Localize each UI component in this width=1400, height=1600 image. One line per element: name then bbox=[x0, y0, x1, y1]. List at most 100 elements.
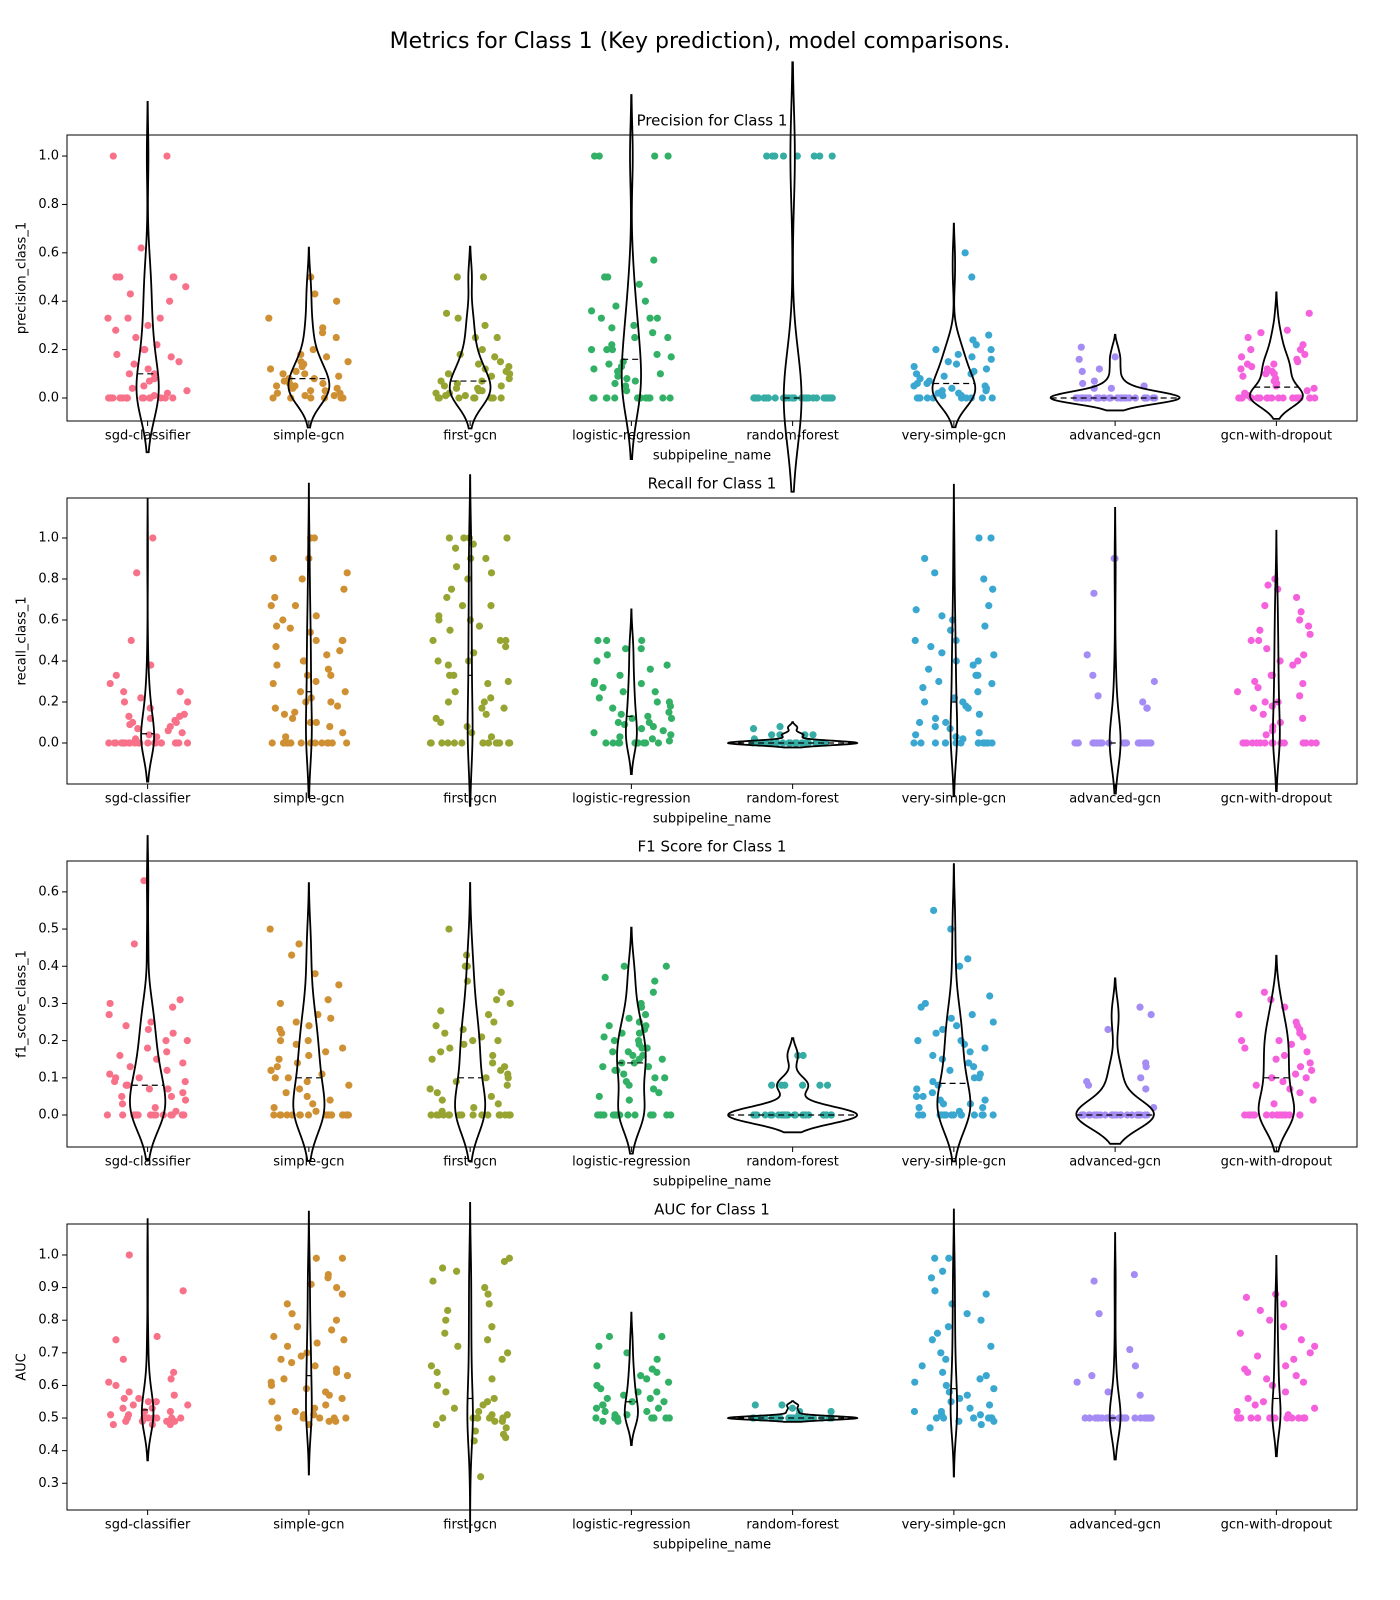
strip-point bbox=[313, 1339, 321, 1347]
strip-point bbox=[989, 1018, 997, 1026]
strip-point bbox=[484, 739, 493, 747]
strip-point bbox=[593, 657, 601, 665]
strip-point bbox=[658, 1332, 666, 1341]
strip-point bbox=[322, 1048, 330, 1056]
x-tick-label: advanced-gcn bbox=[1069, 1155, 1161, 1170]
strip-point bbox=[135, 1074, 143, 1082]
strip-point bbox=[152, 1398, 160, 1406]
strip-point bbox=[630, 321, 638, 330]
strip-point bbox=[957, 1111, 966, 1119]
strip-point bbox=[963, 1391, 971, 1399]
strip-point bbox=[450, 671, 458, 679]
strip-point bbox=[643, 1407, 651, 1416]
strip-point bbox=[1296, 1063, 1305, 1071]
strip-point bbox=[1075, 355, 1083, 363]
strip-point bbox=[969, 1414, 978, 1422]
strip-point bbox=[1297, 1336, 1305, 1344]
strip-point bbox=[651, 152, 659, 160]
x-tick-label: sgd-classifier bbox=[105, 792, 191, 807]
strip-point bbox=[323, 651, 331, 659]
strip-point bbox=[622, 645, 630, 653]
strip-point bbox=[273, 1063, 281, 1071]
strip-point bbox=[504, 677, 512, 686]
strip-point bbox=[452, 563, 461, 571]
strip-point bbox=[460, 1040, 468, 1048]
strip-point bbox=[119, 1355, 127, 1363]
strip-point bbox=[489, 1051, 497, 1060]
strip-point bbox=[288, 714, 297, 722]
strip-point bbox=[823, 1081, 832, 1089]
strip-point bbox=[658, 1055, 666, 1063]
strip-point bbox=[609, 739, 617, 747]
y-tick-label: 0.5 bbox=[38, 1411, 59, 1426]
strip-point bbox=[502, 636, 510, 645]
strip-point bbox=[1289, 661, 1297, 669]
strip-point bbox=[1241, 1044, 1249, 1052]
strip-point bbox=[130, 940, 138, 948]
strip-point bbox=[1296, 1089, 1304, 1097]
strip-point bbox=[974, 671, 982, 679]
strip-point bbox=[291, 602, 300, 610]
strip-point bbox=[169, 1003, 177, 1011]
strip-point bbox=[273, 661, 281, 669]
strip-point bbox=[454, 1342, 462, 1350]
strip-point bbox=[505, 375, 513, 383]
strip-point bbox=[312, 718, 320, 727]
strip-point bbox=[931, 722, 939, 731]
x-tick-label: sgd-classifier bbox=[105, 429, 191, 444]
strip-point bbox=[1078, 367, 1086, 375]
strip-point bbox=[144, 739, 152, 747]
strip-point bbox=[494, 1100, 502, 1108]
y-tick-label: 0.6 bbox=[38, 884, 59, 899]
strip-point bbox=[637, 645, 645, 653]
strip-point bbox=[1094, 692, 1102, 700]
strip-point bbox=[828, 394, 836, 402]
strip-point bbox=[106, 999, 114, 1008]
strip-point bbox=[1311, 1342, 1319, 1350]
strip-point bbox=[147, 1018, 155, 1026]
strip-point bbox=[990, 1385, 998, 1393]
strip-point bbox=[311, 970, 319, 978]
strip-point bbox=[760, 394, 768, 402]
strip-point bbox=[497, 1066, 505, 1074]
strip-point bbox=[816, 152, 824, 160]
strip-point bbox=[125, 370, 133, 378]
strip-point bbox=[1111, 353, 1119, 361]
strip-point bbox=[106, 394, 115, 402]
strip-point bbox=[975, 710, 983, 718]
strip-point bbox=[969, 661, 977, 669]
strip-point bbox=[432, 1420, 441, 1429]
y-axis-label: recall_class_1 bbox=[15, 597, 30, 686]
strip-point bbox=[327, 1014, 335, 1022]
strip-point bbox=[653, 1368, 661, 1376]
strip-point bbox=[659, 727, 667, 735]
strip-point bbox=[771, 394, 779, 402]
strip-point bbox=[1235, 1010, 1243, 1019]
strip-point bbox=[340, 585, 348, 593]
strip-point bbox=[590, 365, 598, 373]
strip-point bbox=[1261, 698, 1269, 706]
strip-point bbox=[502, 1424, 510, 1432]
strip-point bbox=[1306, 630, 1314, 638]
strip-point bbox=[113, 350, 121, 359]
strip-point bbox=[611, 379, 619, 388]
strip-point bbox=[1294, 358, 1302, 366]
y-tick-label: 0.4 bbox=[38, 653, 59, 668]
strip-point bbox=[923, 394, 931, 402]
strip-point bbox=[135, 1394, 143, 1403]
strip-point bbox=[810, 152, 818, 160]
strip-point bbox=[288, 951, 296, 959]
strip-point bbox=[932, 1414, 941, 1422]
strip-point bbox=[650, 256, 658, 264]
subplot: Precision for Class 1 0.0 0.2 0.4 0.6 0.8 1.0 p… bbox=[15, 61, 1358, 493]
strip-point bbox=[333, 702, 342, 710]
strip-point bbox=[303, 1077, 311, 1086]
violin bbox=[624, 608, 638, 775]
strip-point bbox=[1134, 739, 1142, 747]
strip-point bbox=[1120, 739, 1128, 747]
strip-point bbox=[595, 1092, 603, 1101]
x-axis-label: subpipeline_name bbox=[653, 1538, 771, 1553]
strip-point bbox=[931, 1287, 939, 1295]
strip-point bbox=[479, 1401, 487, 1409]
strip-point bbox=[954, 350, 962, 359]
